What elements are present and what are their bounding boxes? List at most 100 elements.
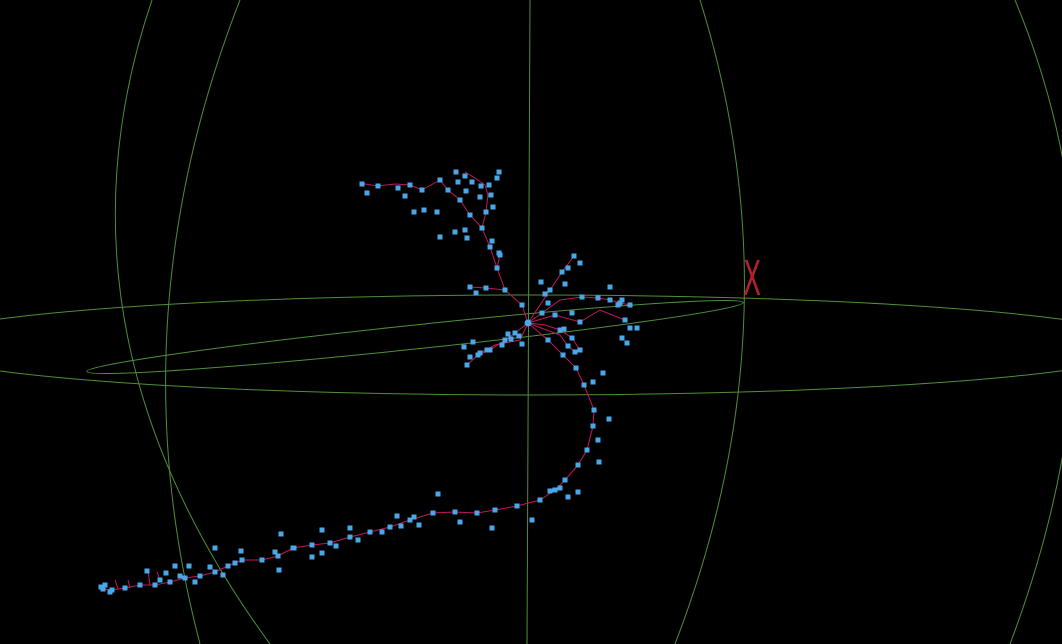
axon-node [276,567,282,573]
dendrite-tuft-left [359,182,423,191]
axon-twig [114,579,119,590]
neuron-node [627,302,633,308]
axon-node [259,557,265,563]
axon-node [562,477,568,483]
axon-node [379,529,385,535]
grid-meridian-left-inner [165,0,241,644]
neuron-node [478,183,484,189]
neuron-node [452,229,458,235]
axon-node [238,548,244,554]
neuron-node [402,193,408,199]
neuron-node [484,347,490,353]
neuron-node [615,302,621,308]
neuron-node [364,190,370,196]
dendrite-basal-right [527,322,576,353]
neuron-node [419,187,425,193]
axon-node [177,573,183,579]
neuron-node [571,253,577,259]
axon-node [529,517,535,523]
neuron-node [505,331,511,337]
neuron-node [494,175,500,181]
axon-node [430,510,436,516]
neuron-node [496,250,502,256]
axon-node [272,549,278,555]
neuron-nodes [98,169,640,595]
neuron-node [359,181,365,187]
axon-node [474,510,480,516]
neuron-node [619,297,625,303]
grid-meridian-right-outer [1009,0,1062,644]
neuron-node [407,182,413,188]
neuron-node [569,310,575,316]
axon-node [514,503,520,509]
axon-node [575,489,581,495]
neuron-node [467,212,473,218]
axon-node [319,527,325,533]
axon-node [137,582,143,588]
axon-node [355,537,361,543]
neuron-node [434,209,440,215]
axon-node [606,416,612,422]
neuron-node [557,327,563,333]
neuron-node [411,209,417,215]
neuron-node [512,330,518,336]
axon-node [590,423,596,429]
soma-node[interactable] [524,319,532,327]
neuron-node [421,207,427,213]
neuron-node [634,325,640,331]
axon-node [220,572,226,578]
neuron-node [562,281,568,287]
neuron-node [577,319,583,325]
axon-node [107,589,113,595]
neuron-node [437,177,443,183]
axon-node [309,542,315,548]
axon-node [537,497,543,503]
neuron-node [487,244,493,250]
axon-process [102,322,595,591]
neuron-node [462,173,468,179]
axon-node [457,519,463,525]
axon-node [584,447,590,453]
axon-node [547,488,553,494]
axon-node [489,525,495,531]
neuron-node [622,317,628,323]
axon-node [591,407,597,413]
neuron-node [502,337,508,343]
neuron-node [508,336,514,342]
axon-node [186,563,192,569]
neuron-node [627,325,633,331]
neuron-node [487,347,493,353]
axon-node [163,570,169,576]
neuron-node [395,185,401,191]
axon-node [232,560,238,566]
axon-node [333,543,339,549]
neuron-node [467,354,473,360]
axon-node [225,563,231,569]
neuron-node [461,344,467,350]
axon-node [319,550,325,556]
axon-node [167,579,173,585]
neuron-node [542,291,548,297]
neuron-node [565,343,571,349]
axon-node [291,545,297,551]
axon-node [192,579,198,585]
axon-node [152,582,158,588]
axon-node [573,365,579,371]
neuron-node [494,265,500,271]
neuron-node [437,234,443,240]
grid-tilted-ring [86,299,744,375]
neuron-node [490,204,496,210]
axon-node [98,584,104,590]
axon-node [435,491,441,497]
neuron-node [607,297,613,303]
axon-node [452,509,458,515]
grid-equator-ring [0,294,1062,396]
neuron-node [445,187,451,193]
neuron-node [488,192,494,198]
axon-node [327,540,333,546]
neuron-branches [102,171,631,591]
neuron-node [473,290,479,296]
neuron-node [457,197,463,203]
